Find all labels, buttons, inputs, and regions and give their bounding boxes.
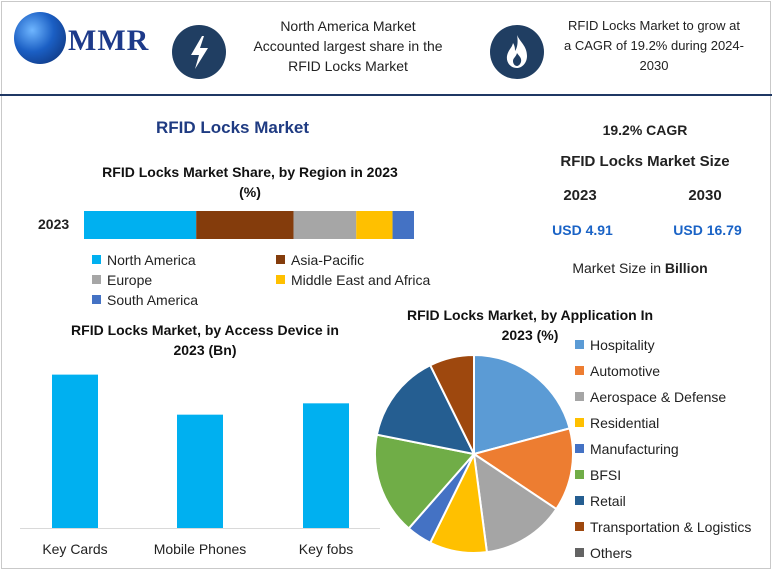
value-end: USD 16.79 — [673, 222, 742, 238]
bar-segment-europe — [293, 211, 357, 239]
year-start: 2023 — [563, 187, 597, 204]
application-chart-title: RFID Locks Market, by Application In 202… — [406, 307, 654, 343]
legend-label: Asia-Pacific — [291, 252, 365, 268]
legend-item-automotive: Automotive — [575, 363, 660, 379]
legend-swatch — [575, 366, 584, 375]
legend-item-manufacturing: Manufacturing — [575, 441, 679, 457]
banner2-line2: a CAGR of 19.2% during 2024- — [564, 38, 744, 53]
flame-icon — [490, 25, 544, 79]
banner2-line3: 2030 — [639, 58, 669, 73]
application-pie-chart — [374, 353, 574, 554]
legend-swatch — [92, 255, 101, 264]
bar-mobile-phones — [177, 414, 223, 528]
legend-swatch — [276, 275, 285, 284]
legend-swatch — [575, 548, 584, 557]
pie-slice-transportation-and-logistics — [428, 353, 475, 455]
pie-slice-hospitality — [473, 353, 571, 456]
legend-label: Retail — [590, 493, 626, 509]
legend-label: Manufacturing — [590, 441, 679, 457]
legend-item-asia-pacific: Asia-Pacific — [276, 252, 364, 268]
legend-item-south-america: South America — [92, 292, 198, 308]
year-end: 2030 — [688, 187, 722, 204]
legend-swatch — [575, 496, 584, 505]
banner1-line1: North America Market — [280, 18, 416, 34]
bar-segment-middle-east-and-africa — [356, 211, 393, 239]
bar-key-cards — [52, 374, 98, 528]
unit-bold: Billion — [664, 260, 708, 276]
legend-swatch — [92, 275, 101, 284]
legend-item-hospitality: Hospitality — [575, 337, 655, 353]
unit-prefix: Market Size in — [572, 260, 665, 276]
legend-label: Transportation & Logistics — [590, 519, 752, 535]
value-start: USD 4.91 — [552, 222, 613, 238]
legend-swatch — [575, 340, 584, 349]
pie-slice-aerospace-and-defense — [472, 451, 558, 554]
legend-swatch — [575, 444, 584, 453]
legend-item-others: Others — [575, 545, 632, 561]
legend-swatch — [276, 255, 285, 264]
region-stacked-bar — [84, 211, 414, 239]
company-logo: MMR — [14, 8, 159, 68]
legend-swatch — [575, 522, 584, 531]
legend-swatch — [575, 392, 584, 401]
region-chart-category-label: 2023 — [38, 216, 70, 232]
access-device-bar-chart — [20, 374, 380, 529]
cagr-label: 19.2% CAGR — [602, 122, 688, 138]
legend-swatch — [575, 470, 584, 479]
banner2-line1: RFID Locks Market to grow at — [568, 18, 740, 33]
legend-label: Automotive — [590, 363, 661, 379]
legend-label: Hospitality — [590, 337, 655, 353]
banner-north-america: North America Market Accounted largest s… — [238, 16, 458, 76]
market-size-title: RFID Locks Market Size — [560, 153, 730, 170]
banner1-line2: Accounted largest share in the — [253, 38, 443, 54]
pie-slice-retail — [375, 363, 476, 456]
main-title: RFID Locks Market — [155, 118, 310, 137]
legend-label: Middle East and Africa — [291, 272, 431, 288]
legend-item-residential: Residential — [575, 415, 659, 431]
x-tick-label-key-fobs: Key fobs — [298, 541, 354, 557]
legend-item-retail: Retail — [575, 493, 626, 509]
legend-swatch — [575, 418, 584, 427]
legend-item-north-america: North America — [92, 252, 196, 268]
access-device-chart-title: RFID Locks Market, by Access Device in 2… — [71, 322, 339, 358]
bar-segment-south-america — [392, 211, 414, 239]
legend-label: BFSI — [590, 467, 622, 483]
legend-label: North America — [107, 252, 196, 268]
legend-item-bfsi: BFSI — [575, 467, 621, 483]
legend-label: Others — [590, 545, 633, 561]
banner1-line3: RFID Locks Market — [288, 58, 408, 74]
legend-item-middle-east-and-africa: Middle East and Africa — [276, 272, 430, 288]
legend-item-aerospace-and-defense: Aerospace & Defense — [575, 389, 726, 405]
x-tick-label-key-cards: Key Cards — [42, 541, 108, 557]
globe-icon — [14, 12, 66, 64]
header-band: MMR North America Market Accounted large… — [0, 0, 772, 96]
legend-swatch — [92, 295, 101, 304]
legend-label: Europe — [107, 272, 153, 288]
legend-label: South America — [107, 292, 199, 308]
legend-label: Aerospace & Defense — [590, 389, 727, 405]
unit-label: Market Size in Billion — [545, 260, 735, 276]
legend-label: Residential — [590, 415, 660, 431]
bar-segment-north-america — [84, 211, 197, 239]
pie-slice-automotive — [471, 427, 574, 511]
x-tick-label-mobile-phones: Mobile Phones — [153, 541, 247, 557]
region-chart-title: RFID Locks Market Share, by Region in 20… — [102, 164, 398, 200]
logo-text: MMR — [68, 24, 150, 57]
banner-cagr: RFID Locks Market to grow at a CAGR of 1… — [556, 16, 752, 76]
lightning-bolt-icon — [172, 25, 226, 79]
bar-key-fobs — [303, 403, 349, 528]
legend-item-transportation-and-logistics: Transportation & Logistics — [575, 519, 751, 535]
pie-slice-bfsi — [374, 433, 476, 530]
legend-item-europe: Europe — [92, 272, 152, 288]
bar-segment-asia-pacific — [196, 211, 294, 239]
